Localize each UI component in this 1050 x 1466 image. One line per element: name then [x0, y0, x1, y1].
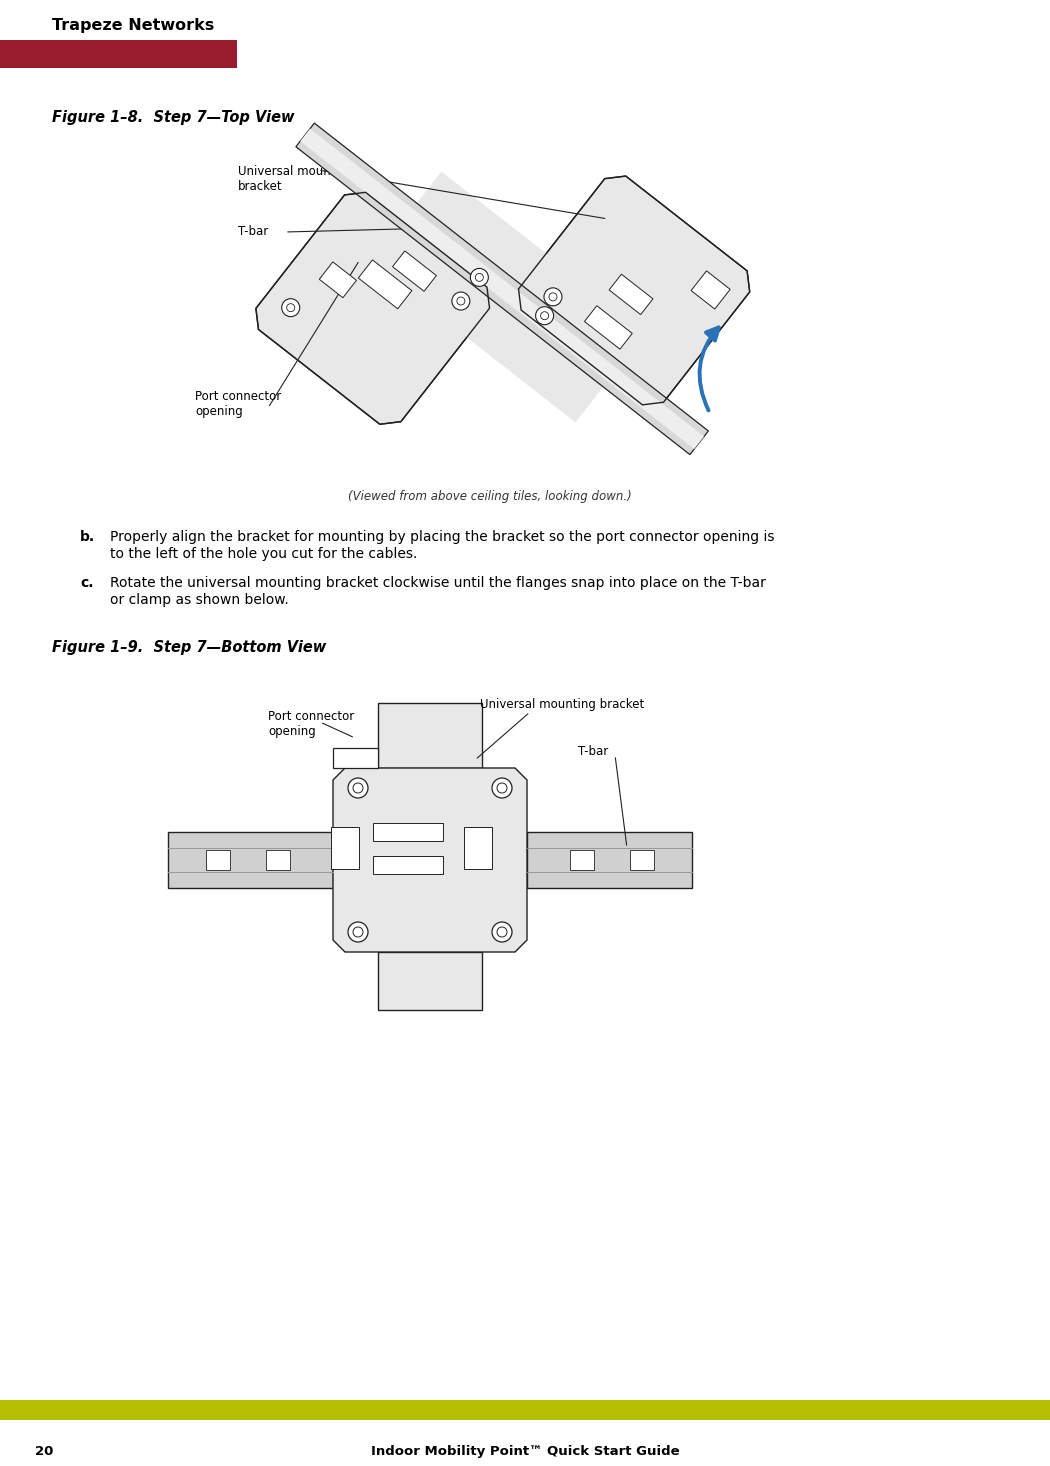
- Polygon shape: [319, 262, 356, 298]
- Circle shape: [536, 306, 553, 324]
- Text: Properly align the bracket for mounting by placing the bracket so the port conne: Properly align the bracket for mounting …: [110, 531, 775, 544]
- Polygon shape: [168, 833, 333, 888]
- Text: Port connector
opening: Port connector opening: [268, 710, 354, 737]
- Text: Universal mounting
bracket: Universal mounting bracket: [238, 166, 354, 194]
- Polygon shape: [585, 306, 632, 349]
- Circle shape: [544, 287, 562, 306]
- Bar: [464, 827, 492, 869]
- Polygon shape: [296, 123, 709, 454]
- Text: b.: b.: [80, 531, 96, 544]
- Text: c.: c.: [80, 576, 93, 589]
- FancyArrowPatch shape: [699, 327, 718, 410]
- Circle shape: [452, 292, 469, 309]
- Bar: [0, 1400, 1050, 1421]
- Polygon shape: [333, 768, 527, 951]
- Polygon shape: [378, 951, 482, 1010]
- Polygon shape: [691, 271, 730, 309]
- Text: to the left of the hole you cut for the cables.: to the left of the hole you cut for the …: [110, 547, 418, 561]
- Polygon shape: [609, 274, 653, 315]
- Circle shape: [348, 922, 368, 943]
- Text: 20: 20: [35, 1445, 54, 1459]
- Text: or clamp as shown below.: or clamp as shown below.: [110, 594, 289, 607]
- Polygon shape: [378, 704, 482, 768]
- Bar: [206, 850, 230, 869]
- Polygon shape: [300, 129, 705, 449]
- Text: T-bar: T-bar: [238, 224, 268, 237]
- Circle shape: [492, 922, 512, 943]
- Circle shape: [470, 268, 488, 286]
- Polygon shape: [393, 251, 437, 292]
- Text: Rotate the universal mounting bracket clockwise until the flanges snap into plac: Rotate the universal mounting bracket cl…: [110, 576, 765, 589]
- Polygon shape: [527, 833, 692, 888]
- Text: (Viewed from above ceiling tiles, looking down.): (Viewed from above ceiling tiles, lookin…: [349, 490, 632, 503]
- Polygon shape: [358, 259, 412, 309]
- Polygon shape: [333, 748, 378, 768]
- Polygon shape: [519, 176, 750, 405]
- Text: Indoor Mobility Point™ Quick Start Guide: Indoor Mobility Point™ Quick Start Guide: [371, 1445, 679, 1459]
- Bar: [630, 850, 654, 869]
- Bar: [331, 827, 359, 869]
- Polygon shape: [256, 192, 489, 424]
- Text: T-bar: T-bar: [578, 745, 608, 758]
- Circle shape: [348, 778, 368, 798]
- Text: Universal mounting bracket: Universal mounting bracket: [480, 698, 645, 711]
- Bar: [0, 40, 237, 67]
- Bar: [373, 822, 443, 841]
- Bar: [266, 850, 290, 869]
- Bar: [373, 856, 443, 874]
- Polygon shape: [371, 172, 647, 422]
- Text: Port connector
opening: Port connector opening: [195, 390, 281, 418]
- Circle shape: [492, 778, 512, 798]
- Circle shape: [704, 279, 721, 298]
- Bar: [570, 850, 594, 869]
- Text: Figure 1–9.  Step 7—Bottom View: Figure 1–9. Step 7—Bottom View: [52, 641, 327, 655]
- Text: Figure 1–8.  Step 7—Top View: Figure 1–8. Step 7—Top View: [52, 110, 294, 125]
- Circle shape: [281, 299, 299, 317]
- Text: Trapeze Networks: Trapeze Networks: [52, 18, 214, 34]
